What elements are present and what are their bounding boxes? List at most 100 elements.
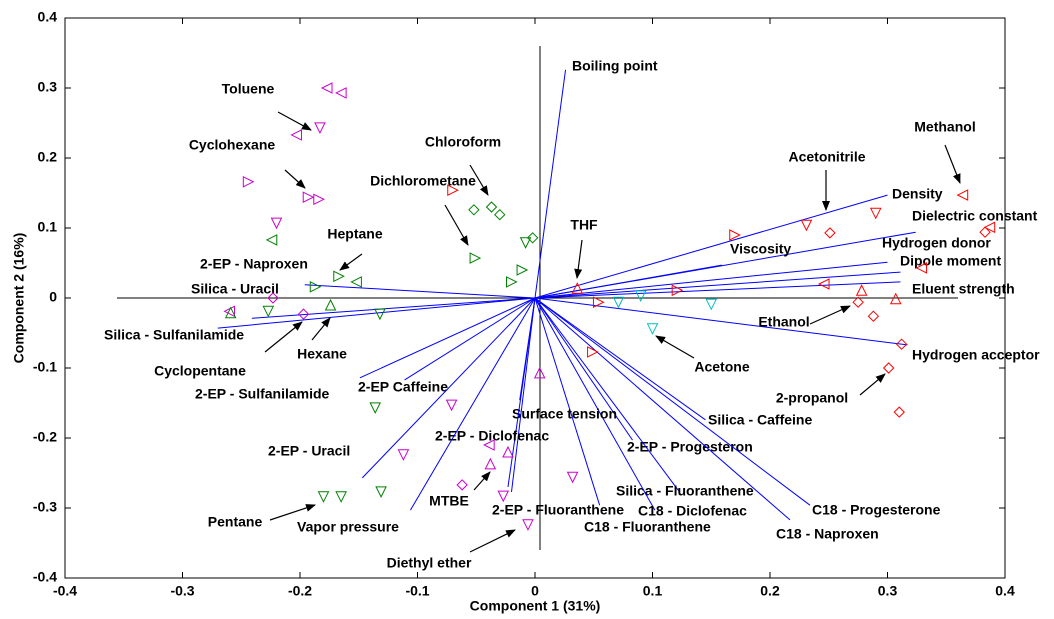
- point: [335, 87, 347, 99]
- point: [983, 221, 996, 234]
- annotation: Cyclopentane: [154, 363, 246, 379]
- point: [242, 175, 255, 188]
- x-tick-label: -0.2: [288, 583, 312, 599]
- annotation: Pentane: [208, 514, 263, 530]
- point: [915, 262, 928, 274]
- annotation-arrow: [277, 111, 312, 131]
- vector-label: Silica - Uracil: [191, 281, 279, 297]
- vector-label: 2-EP - Sulfanilamide: [195, 386, 330, 402]
- loading-vector: [534, 297, 791, 521]
- vector-label: Hydrogen acceptor: [912, 347, 1040, 363]
- vector-label: Density: [892, 186, 943, 202]
- annotation: Cyclohexane: [189, 137, 276, 153]
- point: [224, 306, 237, 319]
- x-tick-label: 0.4: [995, 583, 1015, 599]
- y-tick-label: 0: [49, 289, 57, 305]
- annotation: Methanol: [914, 119, 975, 135]
- loading-vector: [410, 297, 536, 511]
- y-tick-label: -0.4: [33, 569, 57, 585]
- vector-label: 2-EP Caffeine: [358, 379, 448, 395]
- vector-label: Surface tension: [512, 406, 617, 422]
- loading-vector: [534, 261, 888, 299]
- point: [497, 490, 510, 503]
- loading-vector: [534, 297, 601, 506]
- point: [587, 346, 599, 358]
- point: [317, 491, 330, 503]
- point: [484, 457, 497, 470]
- point: [671, 284, 684, 297]
- x-tick-label: -0.1: [405, 583, 429, 599]
- point: [869, 207, 882, 220]
- point: [375, 486, 387, 499]
- point: [223, 305, 235, 318]
- loading-vector: [534, 297, 633, 441]
- point: [824, 227, 836, 239]
- annotation-arrow: [809, 305, 851, 325]
- vector-label: C18 - Fluoranthene: [584, 519, 711, 535]
- vector-label: Dipole moment: [900, 253, 1001, 269]
- vector-label: Hydrogen donor: [882, 235, 991, 251]
- annotation-arrow: [444, 204, 469, 246]
- point: [566, 471, 579, 484]
- point: [893, 406, 905, 418]
- point: [867, 310, 880, 322]
- point: [445, 399, 458, 412]
- annotation-arrow: [859, 373, 886, 396]
- point: [882, 362, 895, 374]
- point: [800, 219, 813, 232]
- point: [350, 276, 362, 288]
- point: [979, 226, 991, 238]
- loading-vector: [534, 281, 901, 299]
- point: [855, 284, 868, 296]
- vector-label: C18 - Diclofenac: [638, 503, 747, 519]
- point: [333, 270, 345, 283]
- point: [705, 298, 718, 311]
- point: [469, 252, 482, 264]
- annotation-arrow: [269, 504, 316, 521]
- point: [314, 122, 326, 135]
- vector-label: 2-EP - Naproxen: [200, 256, 308, 272]
- point: [320, 82, 333, 94]
- loading-vector: [511, 297, 536, 492]
- point: [852, 296, 864, 308]
- annotation-arrow: [469, 529, 516, 553]
- annotation-arrow: [574, 239, 583, 279]
- annotation: Ethanol: [758, 314, 809, 330]
- vector-label: Silica - Fluoranthene: [616, 483, 754, 499]
- point: [956, 189, 969, 201]
- vector-label: 2-EP - Progesteron: [627, 439, 753, 455]
- point: [592, 296, 605, 309]
- point: [506, 276, 518, 288]
- annotation: Acetone: [694, 359, 749, 375]
- annotation-arrow: [264, 321, 303, 353]
- x-tick-label: -0.4: [53, 583, 77, 599]
- annotation: Diethyl ether: [387, 555, 472, 571]
- point: [533, 366, 546, 379]
- vector-label: Silica - Caffeine: [708, 412, 812, 428]
- vector-label: 2-EP - Diclofenac: [435, 428, 549, 444]
- point: [290, 129, 302, 141]
- point: [516, 264, 529, 276]
- annotation: Heptane: [327, 226, 382, 242]
- annotation: MTBE: [429, 493, 469, 509]
- vector-label: C18 - Progesterone: [812, 502, 941, 518]
- y-axis-label: Component 2 (16%): [11, 233, 27, 364]
- point: [313, 193, 325, 206]
- annotation-arrow: [284, 169, 306, 189]
- annotation-arrow: [339, 253, 363, 271]
- point: [456, 479, 468, 491]
- point: [397, 449, 410, 461]
- point: [335, 491, 347, 503]
- point: [522, 519, 534, 531]
- y-tick-label: -0.2: [33, 429, 57, 445]
- loading-vector: [361, 297, 536, 479]
- point: [309, 280, 322, 293]
- point: [494, 208, 506, 221]
- loading-vector: [534, 297, 656, 511]
- vector-label: 2-EP - Uracil: [268, 443, 350, 459]
- vector-label: C18 - Naproxen: [776, 526, 879, 542]
- point: [447, 184, 459, 197]
- annotation-arrow: [311, 317, 331, 341]
- x-tick-label: 0.2: [760, 583, 780, 599]
